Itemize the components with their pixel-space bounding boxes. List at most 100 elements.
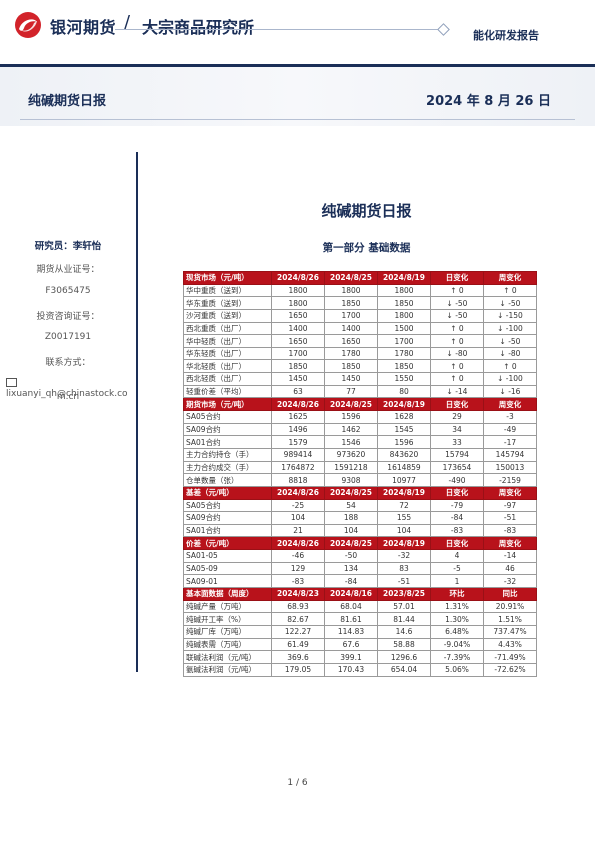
table-header-cell: 2024/8/16 [324, 587, 378, 601]
row-label-cell: SA01-05 [183, 549, 272, 563]
table-cell: 104 [271, 511, 325, 525]
table-cell: 57.01 [377, 599, 431, 614]
consult-number: Z0017191 [44, 332, 92, 342]
table-cell: -49 [483, 422, 537, 437]
table-cell: -50 [324, 549, 378, 563]
table-row: SA09合约 104 188 155 -84 -51 [183, 511, 537, 525]
table-cell: 81.61 [324, 612, 378, 626]
table-cell: 1 [430, 574, 484, 589]
table-cell: 1579 [271, 435, 325, 449]
table-row: 华中轻质（出厂） 1650 1650 1700 ↑ 0 ↓ -50 [183, 334, 537, 348]
table-cell: 1780 [324, 346, 378, 361]
table-cell: 1764872 [271, 460, 325, 475]
table-cell: 68.93 [271, 599, 325, 614]
email-address: lixuanyi_qh@chinastock.co [6, 389, 128, 399]
table-cell: 54 [324, 498, 378, 513]
brand-name: 银河期货 [50, 18, 117, 37]
page-number: 1 / 6 [287, 778, 308, 788]
row-label-cell: 主力合约持仓（手） [183, 447, 272, 462]
table-row: SA01-05 -46 -50 -32 4 -14 [183, 549, 537, 563]
contact-label: 联系方式： [45, 358, 91, 368]
table-cell: 170.43 [324, 662, 378, 677]
table-row: 华北轻质（出厂） 1850 1850 1850 ↑ 0 ↑ 0 [183, 359, 537, 374]
table-header-cell: 2024/8/19 [377, 271, 431, 285]
table-cell: 14.6 [377, 624, 431, 639]
table-cell: -84 [324, 574, 378, 589]
table-cell: 104 [324, 523, 378, 538]
table-row: SA05合约 1625 1596 1628 29 -3 [183, 410, 537, 424]
table-row: SA05-09 129 134 83 -5 46 [183, 561, 537, 576]
header-rule [115, 29, 445, 30]
table-row: SA05合约 -25 54 72 -79 -97 [183, 498, 537, 513]
table-cell: 145794 [483, 447, 537, 462]
table-cell: -25 [271, 498, 325, 513]
table-row: 纯碱厂库（万吨） 122.27 114.83 14.6 6.48% 737.47% [183, 624, 537, 639]
table-cell: ↓ -80 [430, 346, 484, 361]
header-diamond-ornament [437, 23, 450, 36]
cert-label: 期货从业证号： [36, 265, 100, 275]
table-header-cell: 周变化 [483, 485, 537, 500]
document-title: 纯碱期货日报 [321, 202, 412, 220]
row-label-cell: 氨碱法利润（元/吨） [183, 662, 272, 677]
table-cell: -71.49% [483, 650, 537, 664]
table-header-row: 基本面数据（周度） 2024/8/23 2024/8/16 2023/8/25 环比 同比 [183, 587, 537, 601]
table-cell: 1850 [324, 296, 378, 310]
table-header-cell: 2024/8/26 [271, 536, 325, 551]
table-cell: 1450 [324, 372, 378, 386]
table-cell: 1550 [377, 372, 431, 386]
table-cell: 1800 [377, 283, 431, 298]
table-cell: 654.04 [377, 662, 431, 677]
table-header-cell: 2024/8/25 [324, 536, 378, 551]
table-cell: 737.47% [483, 624, 537, 639]
table-cell: ↑ 0 [430, 359, 484, 374]
table-header-row: 基差（元/吨） 2024/8/26 2024/8/25 2024/8/19 日变化 周变化 [183, 485, 537, 500]
table-cell: 1625 [271, 410, 325, 424]
table-cell: ↓ -150 [483, 308, 537, 323]
table-cell: 10977 [377, 473, 431, 487]
table-row: 氨碱法利润（元/吨） 179.05 170.43 654.04 5.06% -72.62% [183, 662, 537, 677]
table-cell: 46 [483, 561, 537, 576]
institute-name: 大宗商品研究所 [142, 18, 255, 37]
table-header-cell: 基差（元/吨） [183, 485, 272, 500]
row-label-cell: SA09合约 [183, 422, 272, 437]
table-cell: 1850 [324, 359, 378, 374]
table-cell: -97 [483, 498, 537, 513]
table-cell: 1614859 [377, 460, 431, 475]
table-cell: 1296.6 [377, 650, 431, 664]
table-cell: -490 [430, 473, 484, 487]
table-row: SA01合约 21 104 104 -83 -83 [183, 523, 537, 538]
table-cell: 21 [271, 523, 325, 538]
galaxy-swirl-logo-icon [15, 12, 41, 38]
table-header-cell: 基本面数据（周度） [183, 587, 272, 601]
table-row: SA01合约 1579 1546 1596 33 -17 [183, 435, 537, 449]
table-cell: ↓ -50 [430, 308, 484, 323]
report-category: 能化研发报告 [473, 29, 539, 42]
table-cell: ↑ 0 [430, 334, 484, 348]
table-cell: ↓ -50 [483, 296, 537, 310]
email-line[interactable]: lixuanyi_qh@chinastock.co [6, 378, 136, 399]
table-header-cell: 日变化 [430, 536, 484, 551]
table-header-cell: 周变化 [483, 536, 537, 551]
table-header-cell: 2024/8/25 [324, 397, 378, 412]
row-label-cell: 华北轻质（出厂） [183, 359, 272, 374]
table-cell: 1500 [377, 321, 431, 336]
table-header-cell: 2024/8/19 [377, 536, 431, 551]
table-cell: -14 [483, 549, 537, 563]
table-cell: 82.67 [271, 612, 325, 626]
row-label-cell: SA05合约 [183, 498, 272, 513]
row-label-cell: 纯碱开工率（%） [183, 612, 272, 626]
table-row: 主力合约持仓（手） 989414 973620 843620 15794 145794 [183, 447, 537, 462]
table-cell: 1700 [377, 334, 431, 348]
table-cell: -83 [483, 523, 537, 538]
table-cell: 1545 [377, 422, 431, 437]
table-cell: 1800 [377, 308, 431, 323]
table-cell: 1628 [377, 410, 431, 424]
table-cell: 1450 [271, 372, 325, 386]
table-header-cell: 2024/8/26 [271, 485, 325, 500]
row-label-cell: SA05-09 [183, 561, 272, 576]
table-cell: -2159 [483, 473, 537, 487]
table-cell: -5 [430, 561, 484, 576]
table-cell: 1700 [324, 308, 378, 323]
table-cell: 1.31% [430, 599, 484, 614]
table-cell: -9.04% [430, 637, 484, 652]
